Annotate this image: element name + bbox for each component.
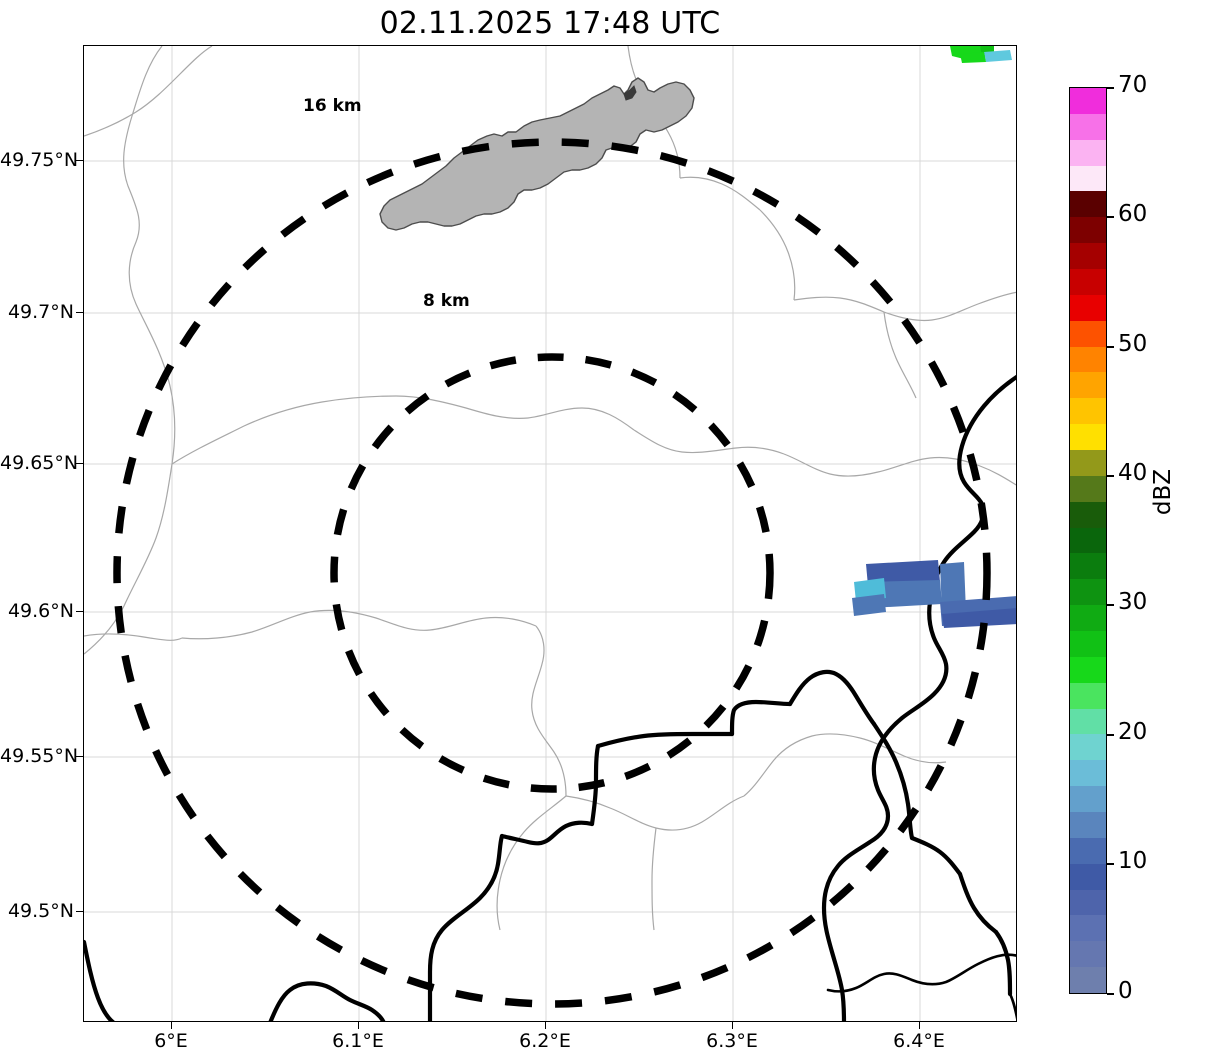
colorbar-segment-16 <box>1070 553 1106 580</box>
xtick-label-6-3: 6.3°E <box>706 1030 758 1052</box>
cbtick-label-10: 10 <box>1118 848 1148 874</box>
colorbar-segment-19 <box>1070 475 1106 502</box>
colorbar-segment-20 <box>1070 449 1106 476</box>
national-border <box>84 374 1016 1021</box>
cbtick-mark-40 <box>1107 475 1114 477</box>
cbtick-label-0: 0 <box>1118 978 1133 1004</box>
cbtick-mark-60 <box>1107 216 1114 218</box>
ytick-mark-5 <box>76 160 83 162</box>
colorbar-segment-27 <box>1070 268 1106 295</box>
xtick-label-6-2: 6.2°E <box>519 1030 571 1052</box>
ytick-label-49-5: 49.5°N <box>7 900 74 922</box>
xtick-label-6: 6°E <box>154 1030 188 1052</box>
range-ring-16km <box>113 138 991 1008</box>
xtick-mark-1 <box>358 1022 360 1029</box>
colorbar-segment-31 <box>1070 165 1106 192</box>
colorbar-segment-18 <box>1070 501 1106 528</box>
grid-lines <box>84 46 1016 1021</box>
range-rings <box>113 138 991 1008</box>
xtick-label-6-1: 6.1°E <box>332 1030 384 1052</box>
cbtick-label-20: 20 <box>1118 719 1148 745</box>
colorbar-segment-10 <box>1070 708 1106 735</box>
range-ring-label-8km: 8 km <box>423 291 470 311</box>
ytick-mark-0 <box>76 911 83 913</box>
cbtick-label-30: 30 <box>1118 589 1148 615</box>
ytick-mark-4 <box>76 312 83 314</box>
regional-outline <box>826 953 1016 1020</box>
colorbar[interactable] <box>1069 87 1107 994</box>
range-ring-8km <box>330 353 774 793</box>
cbtick-label-60: 60 <box>1118 201 1148 227</box>
colorbar-segment-4 <box>1070 863 1106 890</box>
cbtick-label-70: 70 <box>1118 72 1148 98</box>
range-ring-label-16km: 16 km <box>303 96 362 116</box>
colorbar-segment-22 <box>1070 398 1106 425</box>
ytick-label-49-75: 49.75°N <box>0 149 79 171</box>
colorbar-segment-28 <box>1070 243 1106 269</box>
cbtick-mark-50 <box>1107 346 1114 348</box>
colorbar-segment-17 <box>1070 527 1106 554</box>
colorbar-axis-label: dBZ <box>1150 468 1176 516</box>
map-canvas <box>84 46 1016 1021</box>
colorbar-segment-34 <box>1070 87 1106 114</box>
colorbar-segment-15 <box>1070 579 1106 606</box>
colorbar-segment-8 <box>1070 760 1106 787</box>
colorbar-segment-14 <box>1070 605 1106 631</box>
colorbar-segment-3 <box>1070 889 1106 916</box>
colorbar-segment-11 <box>1070 682 1106 709</box>
ytick-label-49-65: 49.65°N <box>0 452 79 474</box>
colorbar-segment-2 <box>1070 915 1106 942</box>
colorbar-segment-12 <box>1070 656 1106 683</box>
colorbar-segment-32 <box>1070 139 1106 166</box>
xtick-mark-2 <box>545 1022 547 1029</box>
ytick-mark-2 <box>76 611 83 613</box>
colorbar-segment-21 <box>1070 424 1106 450</box>
ytick-mark-1 <box>76 756 83 758</box>
colorbar-segment-1 <box>1070 941 1106 968</box>
city-area-polygon <box>379 77 695 231</box>
xtick-mark-4 <box>919 1022 921 1029</box>
figure-title: 02.11.2025 17:48 UTC <box>379 6 721 41</box>
ytick-label-49-6: 49.6°N <box>7 600 74 622</box>
colorbar-segment-30 <box>1070 191 1106 218</box>
colorbar-segment-0 <box>1070 967 1106 993</box>
cbtick-mark-70 <box>1107 87 1114 89</box>
colorbar-segment-24 <box>1070 346 1106 373</box>
admin-boundaries <box>84 46 1016 931</box>
cbtick-label-50: 50 <box>1118 331 1148 357</box>
cbtick-mark-0 <box>1107 993 1114 995</box>
xtick-label-6-4: 6.4°E <box>893 1030 945 1052</box>
ytick-label-49-55: 49.55°N <box>0 745 79 767</box>
colorbar-segment-6 <box>1070 811 1106 838</box>
colorbar-segment-13 <box>1070 630 1106 657</box>
colorbar-segment-5 <box>1070 837 1106 864</box>
colorbar-segment-26 <box>1070 294 1106 321</box>
cbtick-mark-30 <box>1107 604 1114 606</box>
xtick-mark-3 <box>732 1022 734 1029</box>
colorbar-segment-23 <box>1070 372 1106 399</box>
colorbar-segment-25 <box>1070 320 1106 347</box>
colorbar-segment-29 <box>1070 217 1106 244</box>
xtick-mark-0 <box>171 1022 173 1029</box>
cbtick-label-40: 40 <box>1118 460 1148 486</box>
map-plot-area[interactable] <box>83 45 1017 1022</box>
colorbar-segment-9 <box>1070 734 1106 761</box>
colorbar-segment-7 <box>1070 786 1106 812</box>
radar-echoes <box>852 46 1016 628</box>
ytick-label-49-7: 49.7°N <box>7 301 74 323</box>
cbtick-mark-10 <box>1107 863 1114 865</box>
cbtick-mark-20 <box>1107 734 1114 736</box>
colorbar-segment-33 <box>1070 113 1106 140</box>
ytick-mark-3 <box>76 463 83 465</box>
